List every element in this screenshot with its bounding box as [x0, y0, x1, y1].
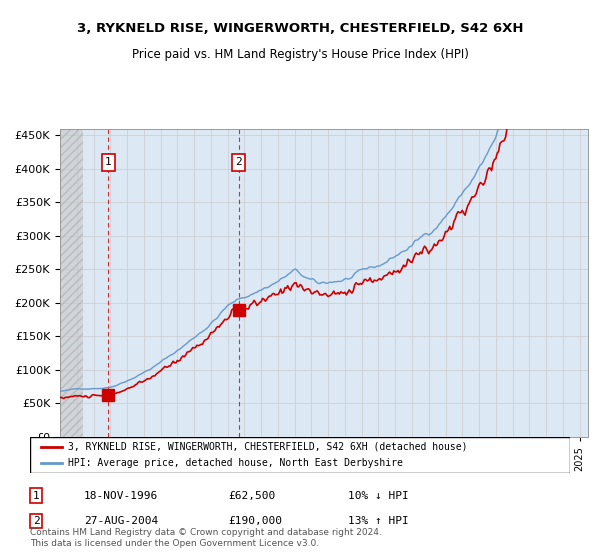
- Text: 10% ↓ HPI: 10% ↓ HPI: [348, 491, 409, 501]
- Text: 18-NOV-1996: 18-NOV-1996: [84, 491, 158, 501]
- Text: 2: 2: [32, 516, 40, 526]
- Text: 2: 2: [235, 157, 242, 167]
- Text: 27-AUG-2004: 27-AUG-2004: [84, 516, 158, 526]
- Text: £190,000: £190,000: [228, 516, 282, 526]
- Text: 1: 1: [32, 491, 40, 501]
- Bar: [60, 129, 83, 437]
- Text: 1: 1: [105, 157, 112, 167]
- Text: 13% ↑ HPI: 13% ↑ HPI: [348, 516, 409, 526]
- Text: Contains HM Land Registry data © Crown copyright and database right 2024.
This d: Contains HM Land Registry data © Crown c…: [30, 528, 382, 548]
- FancyBboxPatch shape: [30, 437, 570, 473]
- Text: 3, RYKNELD RISE, WINGERWORTH, CHESTERFIELD, S42 6XH: 3, RYKNELD RISE, WINGERWORTH, CHESTERFIE…: [77, 22, 523, 35]
- Text: Price paid vs. HM Land Registry's House Price Index (HPI): Price paid vs. HM Land Registry's House …: [131, 48, 469, 60]
- Text: £62,500: £62,500: [228, 491, 275, 501]
- Text: 3, RYKNELD RISE, WINGERWORTH, CHESTERFIELD, S42 6XH (detached house): 3, RYKNELD RISE, WINGERWORTH, CHESTERFIE…: [68, 442, 467, 452]
- Text: HPI: Average price, detached house, North East Derbyshire: HPI: Average price, detached house, Nort…: [68, 458, 403, 468]
